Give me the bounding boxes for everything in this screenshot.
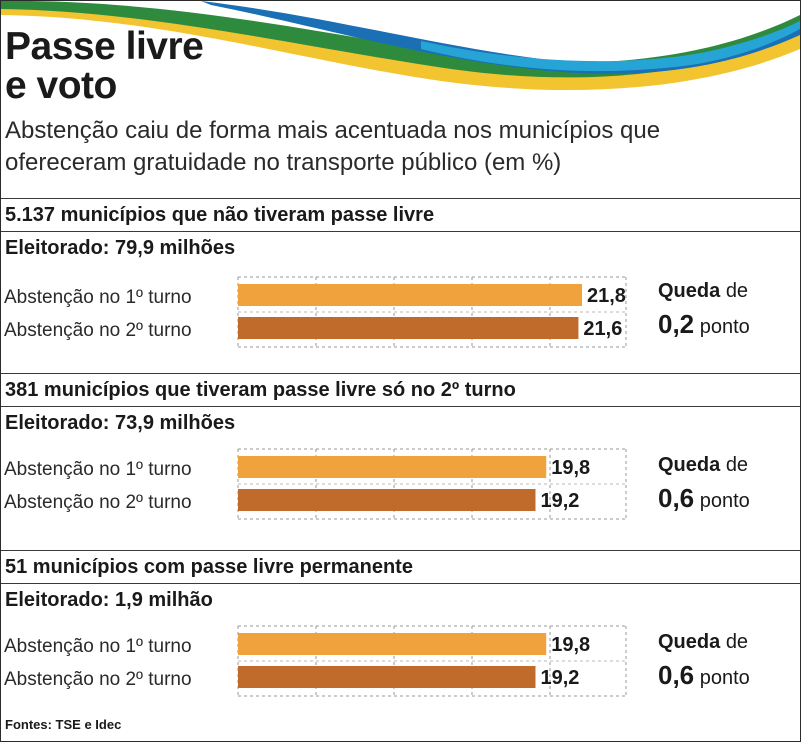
bar-turno-2 [238,317,579,339]
bar-value-label: 21,8 [587,285,626,307]
bar-chart: 19,8 19,2 [237,448,627,520]
wave-cyan-band [421,21,800,72]
drop-value: 0,6 [658,660,695,690]
heading-divider [1,231,800,232]
electorate-label: Eleitorado: 79,9 milhões [5,237,236,259]
drop-summary: Queda de 0,6 ponto [658,450,798,519]
row-label-turno-2: Abstenção no 2º turno [4,492,192,513]
drop-connector: de [725,280,749,302]
section-free-pass-second-round: 381 municípios que tiveram passe livre s… [1,373,800,553]
bar-turno-1 [238,633,547,655]
row-label-turno-1: Abstenção no 1º turno [4,636,192,657]
drop-connector: de [725,631,749,653]
bar-value-label: 19,2 [540,667,579,689]
row-label-turno-1: Abstenção no 1º turno [4,459,192,480]
drop-summary: Queda de 0,6 ponto [658,627,798,696]
section-divider [1,550,800,551]
bar-chart: 19,8 19,2 [237,625,627,697]
drop-label: Queda [658,454,721,476]
electorate-label: Eleitorado: 73,9 milhões [5,412,236,434]
bar-value-label: 19,8 [551,634,590,656]
section-heading: 51 municípios com passe livre permanente [5,556,413,578]
section-heading: 5.137 municípios que não tiveram passe l… [5,204,435,226]
heading-divider [1,406,800,407]
bar-chart: 21,8 21,6 [237,276,627,348]
section-divider [1,373,800,374]
section-no-free-pass: 5.137 municípios que não tiveram passe l… [1,198,800,378]
section-divider [1,198,800,199]
decorative-wave [1,1,800,91]
sources-note: Fontes: TSE e Idec [5,717,122,732]
drop-value: 0,6 [658,483,695,513]
drop-label: Queda [658,631,721,653]
drop-unit: ponto [699,316,750,338]
drop-label: Queda [658,280,721,302]
electorate-label: Eleitorado: 1,9 milhão [5,589,213,611]
bar-value-label: 19,8 [551,457,590,479]
drop-connector: de [725,454,749,476]
title-line-1: Passe livre [5,25,204,68]
bar-turno-2 [238,489,536,511]
row-label-turno-1: Abstenção no 1º turno [4,287,192,308]
drop-value: 0,2 [658,309,695,339]
section-heading: 381 municípios que tiveram passe livre s… [5,379,516,401]
bar-turno-2 [238,666,536,688]
drop-summary: Queda de 0,2 ponto [658,276,798,345]
subtitle: Abstenção caiu de forma mais acentuada n… [5,117,661,176]
page-title: Passe livre e voto [5,25,204,107]
drop-unit: ponto [699,490,750,512]
bar-value-label: 21,6 [583,318,622,340]
bar-turno-1 [238,456,547,478]
row-label-turno-2: Abstenção no 2º turno [4,669,192,690]
wave-green-band [1,1,800,78]
section-permanent-free-pass: 51 municípios com passe livre permanente… [1,550,800,730]
bar-value-label: 19,2 [540,490,579,512]
row-label-turno-2: Abstenção no 2º turno [4,320,192,341]
bar-turno-1 [238,284,582,306]
drop-unit: ponto [699,667,750,689]
title-line-2: e voto [5,64,117,107]
heading-divider [1,583,800,584]
